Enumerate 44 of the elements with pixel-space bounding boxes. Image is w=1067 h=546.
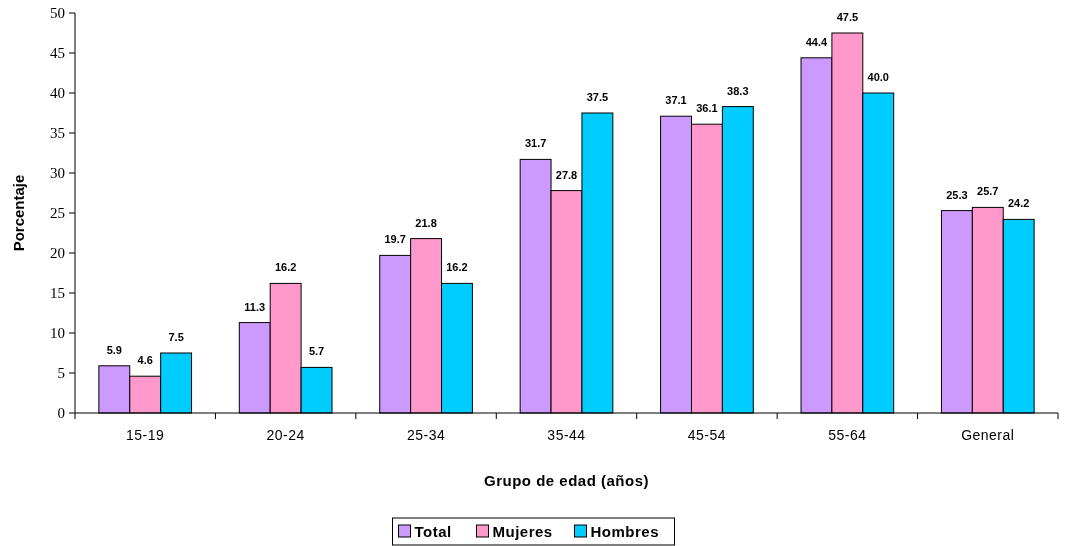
data-label: 11.3: [244, 300, 266, 313]
x-axis-title: Grupo de edad (años): [483, 472, 650, 489]
y-axis-title: Porcentaje: [10, 174, 27, 252]
y-tick-label: 25: [50, 205, 65, 222]
data-label: 5.7: [308, 345, 325, 358]
data-label: 40.0: [867, 71, 889, 83]
y-tick-label: 0: [57, 405, 65, 422]
data-label: 4.6: [137, 354, 153, 367]
data-label: 47.5: [836, 11, 859, 23]
data-label: 16.2: [446, 261, 468, 274]
data-label: 31.7: [524, 137, 547, 150]
data-label: 27.8: [555, 168, 578, 181]
x-tick-label: 55-64: [828, 427, 867, 443]
y-tick-label: 30: [50, 165, 65, 182]
x-tick-label: 45-54: [687, 427, 727, 443]
x-tick-label: 35-44: [547, 427, 586, 443]
x-tick-label: General: [961, 427, 1015, 443]
data-label: 19.7: [384, 233, 406, 246]
y-tick-label: 40: [50, 85, 65, 102]
data-label: 7.5: [168, 331, 184, 343]
y-tick-label: 15: [50, 285, 65, 302]
data-label: 25.7: [977, 185, 999, 198]
data-label: 44.4: [805, 35, 829, 48]
legend-label: Hombres: [590, 523, 660, 540]
data-label: 24.2: [1007, 197, 1030, 210]
y-tick-label: 45: [50, 45, 65, 62]
x-tick-label: 15-19: [126, 427, 165, 443]
data-label: 38.3: [727, 84, 749, 97]
x-tick-label: 20-24: [266, 427, 305, 443]
data-label: 37.5: [586, 91, 609, 103]
y-tick-label: 10: [50, 325, 65, 342]
data-label: 5.9: [106, 343, 122, 356]
y-tick-label: 35: [50, 125, 65, 142]
legend-label: Total: [414, 523, 452, 540]
data-label: 36.1: [696, 102, 718, 115]
legend-label: Mujeres: [492, 523, 553, 540]
data-label: 16.2: [274, 261, 297, 274]
y-tick-label: 20: [50, 245, 65, 262]
y-tick-label: 5: [57, 365, 65, 382]
y-tick-label: 50: [50, 5, 65, 22]
data-label: 21.8: [415, 216, 437, 229]
x-tick-label: 25-34: [406, 427, 446, 443]
data-label: 25.3: [946, 188, 968, 201]
data-label: 37.1: [665, 94, 687, 107]
